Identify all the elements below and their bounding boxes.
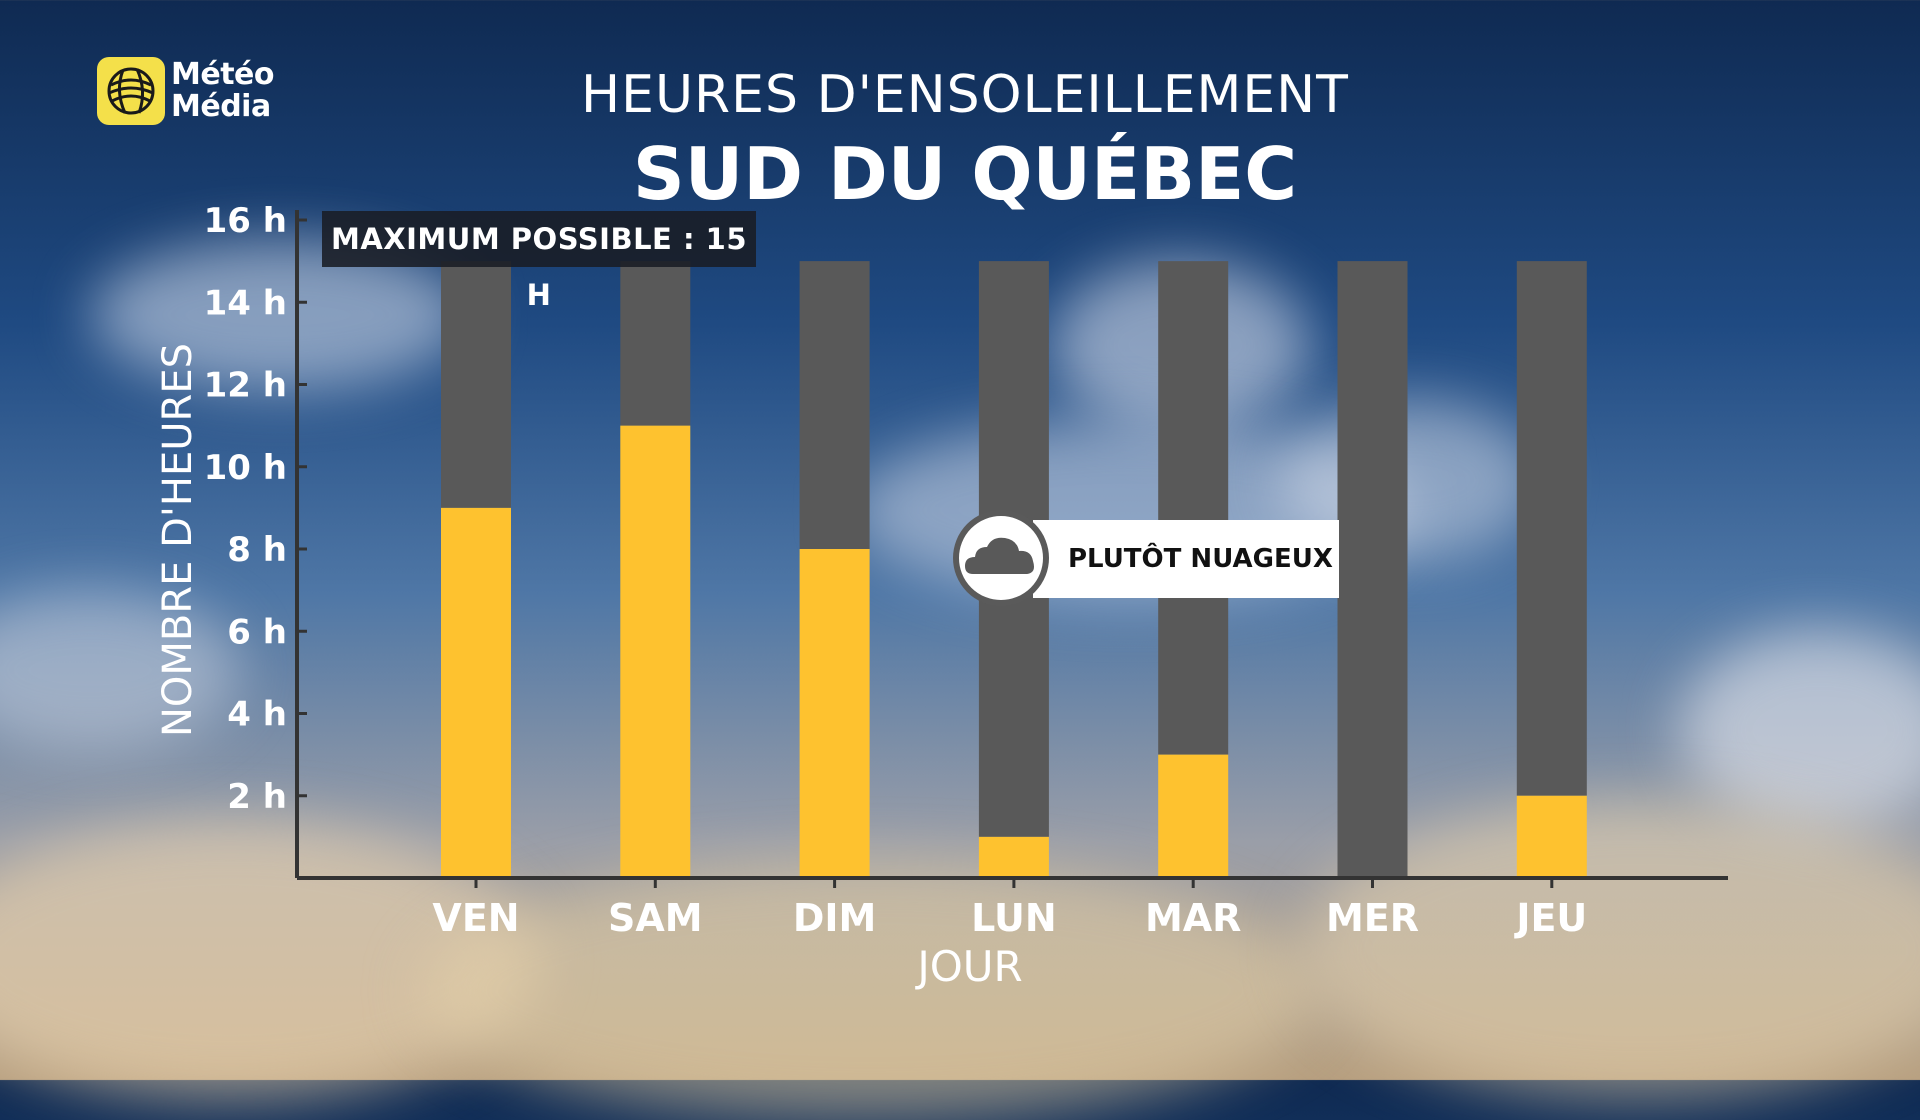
bar-remaining-ven [441,261,511,508]
x-tick-label: JEU [1513,896,1587,940]
bar-sunshine-lun [978,836,1049,878]
y-tick-label: 10 h [204,448,287,488]
x-tick-label: MER [1326,896,1419,940]
callout-box [1033,520,1339,598]
bar-remaining-dim [799,261,870,549]
bar-remaining-sam [620,261,691,426]
y-tick-label: 14 h [204,283,287,323]
bar-sunshine-jeu [1516,795,1587,878]
y-tick-label: 12 h [204,366,287,406]
x-tick-label: LUN [971,896,1057,940]
bar-remaining-jeu [1516,261,1587,796]
callout-label: PLUTÔT NUAGEUX [1068,544,1333,574]
x-tick-label: SAM [608,896,703,940]
chart-title: HEURES D'ENSOLEILLEMENT [581,65,1349,125]
logo-globe-icon [97,57,165,125]
logo-text: Météo Média [171,57,275,124]
x-tick-label: VEN [432,896,519,940]
bar-remaining-mar [1158,261,1229,755]
axes-group [295,210,1728,888]
y-axis-label: NOMBRE D'HEURES [155,342,201,738]
y-tick-label: 16 h [204,201,287,241]
y-tick-label: 8 h [227,530,287,570]
x-tick-label: MAR [1145,896,1241,940]
bars-group [441,261,1587,878]
chart-subtitle: SUD DU QUÉBEC [632,132,1298,216]
y-tick-label: 2 h [227,777,287,817]
bar-sunshine-sam [620,425,691,878]
meteo-media-logo: Météo Média [97,57,297,129]
cloud-icon [953,510,1049,606]
bar-remaining-mer [1337,261,1408,878]
bar-sunshine-dim [799,549,870,878]
logo-text-line-1: Météo [171,57,275,92]
x-axis-label: JOUR [917,942,1023,991]
maximum-possible-badge: MAXIMUM POSSIBLE : 15 H [322,211,756,312]
labels-group: VEN SAM DIM LUN MAR MER JEU 2 h 4 h 6 h 8 h 10 h 12 … [204,201,1588,940]
y-tick-label: 4 h [227,695,287,735]
bar-sunshine-mar [1158,754,1229,878]
bar-sunshine-ven [441,507,511,878]
x-tick-label: DIM [793,896,877,940]
sunshine-bar-chart: VEN SAM DIM LUN MAR MER JEU 2 h 4 h 6 h 8 h 10 h 12 … [204,201,1728,940]
weather-callout: PLUTÔT NUAGEUX [953,508,1339,608]
logo-text-line-2: Média [171,89,271,124]
y-tick-label: 6 h [227,612,287,652]
